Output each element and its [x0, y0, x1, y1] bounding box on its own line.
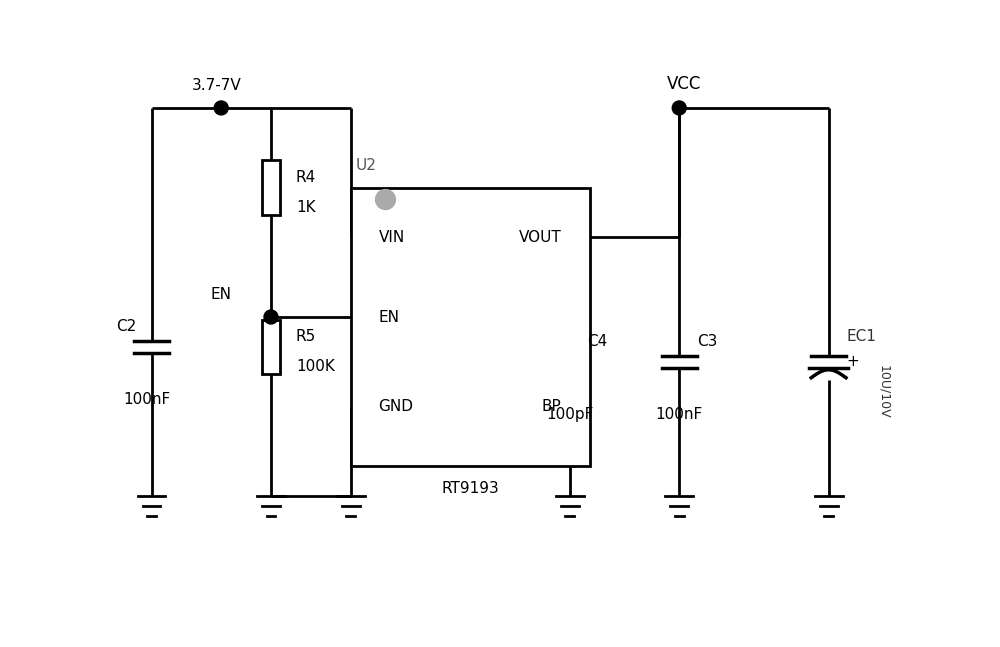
Text: C3: C3 [697, 334, 718, 349]
Text: 100pF: 100pF [546, 407, 593, 422]
Text: 100nF: 100nF [656, 407, 703, 422]
Text: 100K: 100K [296, 359, 335, 375]
Bar [262, 320, 280, 374]
Text: 1K: 1K [296, 200, 316, 215]
Text: EC1: EC1 [847, 329, 876, 344]
Circle shape [214, 101, 228, 115]
Text: U2: U2 [356, 158, 376, 173]
Text: +: + [847, 355, 859, 369]
Text: EN: EN [379, 309, 400, 325]
Text: BP: BP [542, 399, 562, 414]
Text: 100nF: 100nF [123, 391, 170, 407]
Text: VOUT: VOUT [519, 230, 562, 245]
Text: 10U/10V: 10U/10V [877, 365, 890, 419]
Text: C4: C4 [588, 334, 608, 349]
Text: R4: R4 [296, 170, 316, 185]
Text: EN: EN [211, 287, 232, 302]
Circle shape [264, 310, 278, 324]
Text: GND: GND [379, 399, 414, 414]
Bar [262, 160, 280, 215]
Circle shape [672, 101, 686, 115]
Text: R5: R5 [296, 329, 316, 344]
Text: VCC: VCC [667, 75, 701, 93]
Text: 3.7-7V: 3.7-7V [191, 78, 241, 93]
Circle shape [376, 190, 395, 210]
Text: VIN: VIN [379, 230, 405, 245]
Text: C2: C2 [116, 320, 137, 334]
Text: RT9193: RT9193 [441, 481, 499, 496]
Bar [351, 188, 590, 466]
